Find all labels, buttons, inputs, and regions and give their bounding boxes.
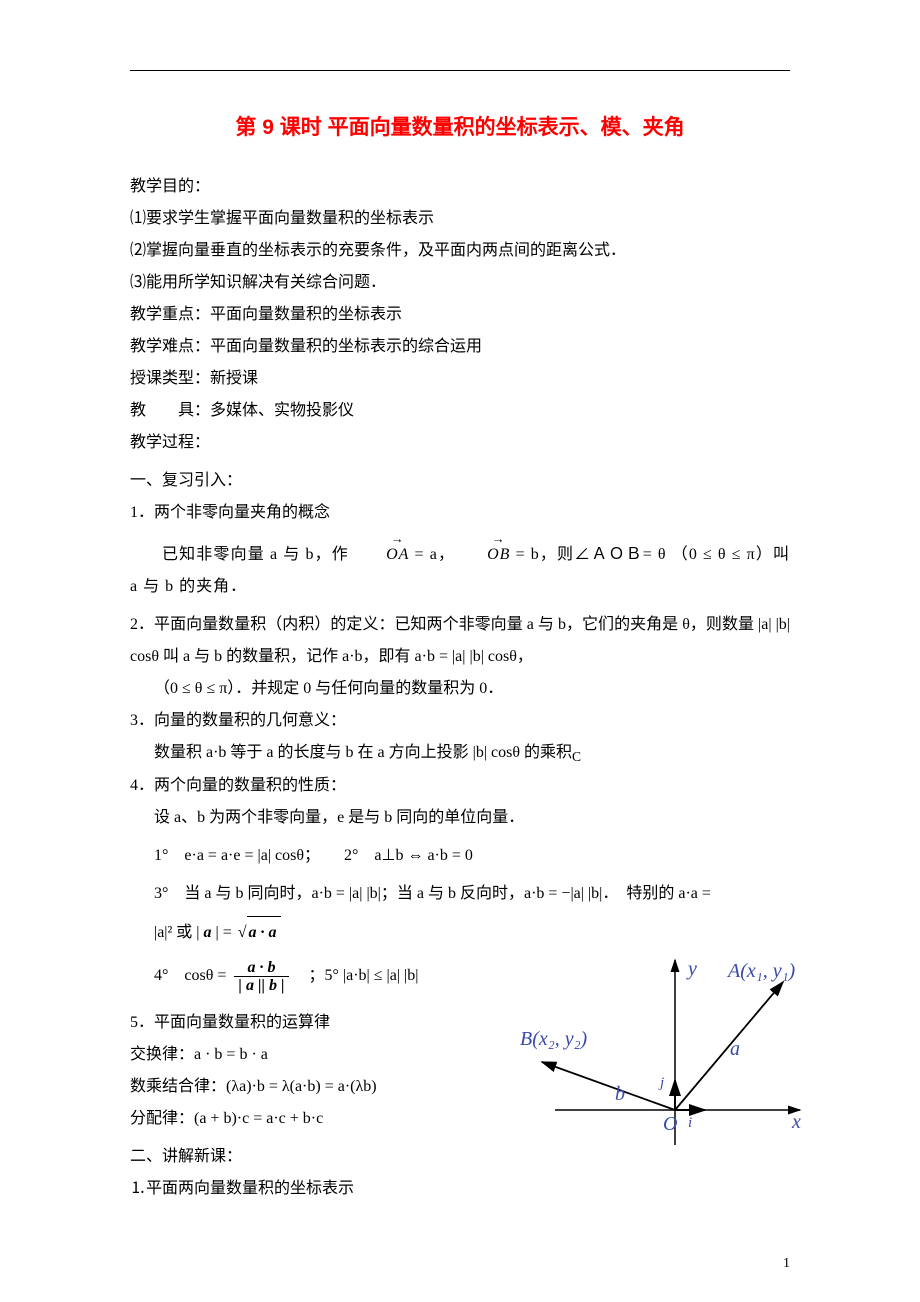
vector-figure: y x O A(x₁, y₁) B(x₂, y₂) a b i j xyxy=(510,945,810,1155)
s1-p5-c: 分配律：(a + b)·c = a·c + b·c xyxy=(130,1103,490,1135)
i-label: i xyxy=(688,1115,692,1131)
left-column: 4° cosθ = a · b| a || b | ；5° |a·b| ≤ |a… xyxy=(130,955,490,1205)
s1-p5: 5．平面向量数量积的运算律 xyxy=(130,1007,490,1039)
class-type: 授课类型：新授课 xyxy=(130,363,790,395)
s1-p3-b-text: 数量积 a·b 等于 a 的长度与 b 在 a 方向上投影 |b| cosθ 的… xyxy=(154,744,572,761)
s1-p5-a: 交换律：a · b = b · a xyxy=(130,1039,490,1071)
page-title: 第 9 课时 平面向量数量积的坐标表示、模、夹角 xyxy=(130,111,790,141)
fraction: a · b| a || b | xyxy=(234,959,288,995)
x-label: x xyxy=(791,1111,801,1133)
s1-p4: 4．两个向量的数量积的性质： xyxy=(130,770,790,802)
s2-p1: ⒈平面两向量数量积的坐标表示 xyxy=(130,1173,490,1205)
section-1-heading: 一、复习引入： xyxy=(130,465,790,497)
j-label: j xyxy=(658,1075,664,1091)
goal-2: ⑵掌握向量垂直的坐标表示的充要条件，及平面内两点间的距离公式． xyxy=(130,235,790,267)
s1-p4-4-left: 4° cosθ = xyxy=(154,967,230,984)
vec-OB: OB xyxy=(455,539,510,571)
s1-p4-3b-right: | = xyxy=(212,924,236,941)
vector-b xyxy=(542,1062,675,1110)
sqrt: √a · a xyxy=(236,916,281,949)
s1-p1: 1．两个非零向量夹角的概念 xyxy=(130,497,790,529)
sqrt-radicand: a · a xyxy=(247,916,281,949)
s1-p4-3b-mid: a xyxy=(204,924,212,941)
s1-p4-3a: 3° 当 a 与 b 同向时，a·b = |a| |b|；当 a 与 b 反向时… xyxy=(154,878,790,910)
s1-p2: 2．平面向量数量积（内积）的定义：已知两个非零向量 a 与 b，它们的夹角是 θ… xyxy=(130,609,790,673)
s1-p3-b: 数量积 a·b 等于 a 的长度与 b 在 a 方向上投影 |b| cosθ 的… xyxy=(130,737,790,770)
section-2-heading: 二、讲解新课： xyxy=(130,1141,490,1173)
s1-p5-b: 数乘结合律：(λa)·b = λ(a·b) = a·(λb) xyxy=(130,1071,490,1103)
s1-p1-body-a: 已知非零向量 a 与 b，作 xyxy=(162,546,354,563)
focus-line: 教学重点：平面向量数量积的坐标表示 xyxy=(130,299,790,331)
s1-p4-4-right: ；5° |a·b| ≤ |a| |b| xyxy=(293,967,419,984)
vector-a xyxy=(675,982,783,1110)
goal-3: ⑶能用所学知识解决有关综合问题． xyxy=(130,267,790,299)
goal-1: ⑴要求学生掌握平面向量数量积的坐标表示 xyxy=(130,203,790,235)
s1-p4-3b-left: |a|² 或 | xyxy=(154,924,204,941)
process-heading: 教学过程： xyxy=(130,427,790,459)
page-number: 1 xyxy=(783,1256,790,1272)
s1-p1-body: 已知非零向量 a 与 b，作 OA = a，OB = b，则∠ＡＯＢ= θ （0… xyxy=(130,539,790,603)
frac-num: a · b xyxy=(234,959,288,978)
A-label: A(x₁, y₁) xyxy=(726,960,796,982)
B-label: B(x₂, y₂) xyxy=(520,1028,588,1050)
vec-OA: OA xyxy=(354,539,409,571)
frac-den: | a || b | xyxy=(234,977,288,995)
s1-p3: 3．向量的数量积的几何意义： xyxy=(130,705,790,737)
s1-p4-4: 4° cosθ = a · b| a || b | ；5° |a·b| ≤ |a… xyxy=(154,955,490,997)
y-label: y xyxy=(686,958,697,980)
figure-wrap: 4° cosθ = a · b| a || b | ；5° |a·b| ≤ |a… xyxy=(130,955,790,1205)
page: 第 9 课时 平面向量数量积的坐标表示、模、夹角 教学目的： ⑴要求学生掌握平面… xyxy=(0,0,920,1302)
a-label: a xyxy=(730,1038,740,1060)
top-rule xyxy=(130,70,790,71)
goal-heading: 教学目的： xyxy=(130,171,790,203)
O-label: O xyxy=(663,1113,677,1135)
b-label: b xyxy=(615,1083,625,1105)
s1-p2-b: （0 ≤ θ ≤ π）．并规定 0 与任何向量的数量积为 0． xyxy=(130,673,790,705)
tool-line: 教 具：多媒体、实物投影仪 xyxy=(130,395,790,427)
difficulty-line: 教学难点：平面向量数量积的坐标表示的综合运用 xyxy=(130,331,790,363)
s1-p1-body-c: = a， xyxy=(409,546,455,563)
s1-p4-1: 1° e·a = a·e = |a| cosθ； 2° a⊥b ⇔ a·b = … xyxy=(154,840,790,872)
s1-p4-a: 设 a、b 为两个非零向量，e 是与 b 同向的单位向量． xyxy=(130,802,790,834)
